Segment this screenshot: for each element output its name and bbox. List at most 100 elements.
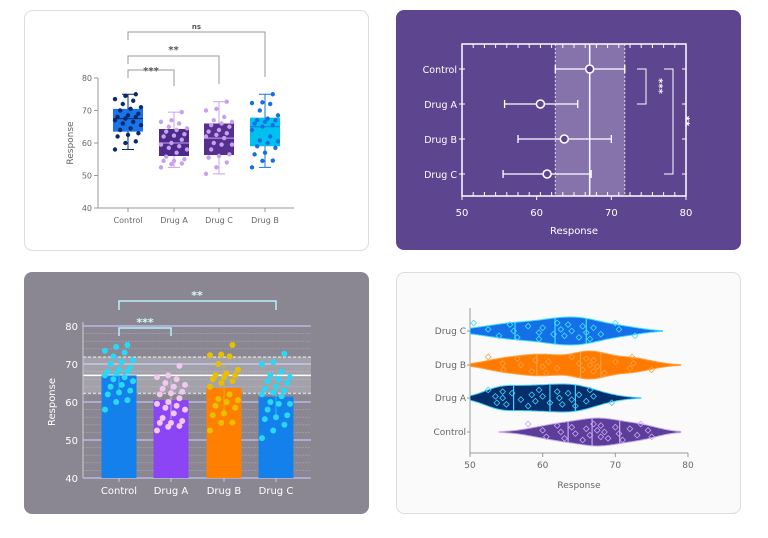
data-point xyxy=(229,419,236,426)
data-point xyxy=(110,376,117,383)
data-point xyxy=(224,160,229,165)
significance-label: ns xyxy=(192,23,201,31)
data-point xyxy=(590,324,597,332)
data-point xyxy=(517,396,525,403)
x-tick-label: 60 xyxy=(530,208,543,219)
data-point xyxy=(229,119,235,125)
data-point xyxy=(626,425,634,433)
data-point xyxy=(123,93,128,99)
data-point xyxy=(169,140,174,146)
data-point xyxy=(224,131,229,136)
y-tick-label: Drug A xyxy=(424,100,457,111)
data-point xyxy=(224,99,229,104)
data-point xyxy=(116,366,122,373)
data-point xyxy=(229,142,235,147)
y-tick-label: Control xyxy=(423,65,457,76)
data-point xyxy=(227,124,232,129)
mean-marker xyxy=(584,64,595,74)
data-point xyxy=(156,391,163,398)
data-point xyxy=(184,147,190,152)
data-point xyxy=(590,368,597,375)
x-tick-label: Drug B xyxy=(207,486,242,497)
data-point xyxy=(165,399,172,405)
data-point xyxy=(630,360,637,367)
data-point xyxy=(128,106,133,112)
x-tick-label: Drug C xyxy=(205,216,233,225)
data-point xyxy=(212,372,219,379)
y-tick-label: Drug C xyxy=(435,327,466,337)
x-tick-label: 70 xyxy=(610,461,622,471)
data-point xyxy=(564,389,572,397)
data-point xyxy=(259,361,265,367)
data-point xyxy=(136,131,141,136)
data-point xyxy=(261,416,268,423)
data-point xyxy=(561,435,568,442)
data-point xyxy=(249,165,255,170)
data-point xyxy=(262,119,268,125)
data-point xyxy=(169,118,174,123)
data-point xyxy=(125,132,131,138)
data-point xyxy=(582,329,590,336)
data-point xyxy=(179,388,186,395)
data-point xyxy=(173,402,180,409)
data-point xyxy=(260,124,265,129)
y-tick-label: 40 xyxy=(82,204,92,213)
data-point xyxy=(524,322,532,330)
data-point xyxy=(484,326,492,333)
data-point xyxy=(255,144,260,149)
data-point xyxy=(124,397,131,404)
data-point xyxy=(611,319,619,327)
x-tick-label: Drug C xyxy=(259,486,294,497)
data-point xyxy=(586,361,594,369)
data-point xyxy=(539,427,547,434)
data-point xyxy=(564,321,572,328)
data-point xyxy=(226,353,233,360)
violin xyxy=(469,350,682,380)
data-point xyxy=(582,355,590,362)
data-point xyxy=(123,140,128,146)
data-point xyxy=(270,359,277,366)
data-point xyxy=(173,376,180,383)
data-point xyxy=(218,351,225,358)
data-point xyxy=(558,401,566,408)
data-point xyxy=(597,422,605,429)
data-point xyxy=(637,420,645,428)
data-point xyxy=(532,356,539,364)
data-point xyxy=(648,433,656,441)
data-point xyxy=(112,147,118,152)
data-point xyxy=(170,383,177,390)
data-point xyxy=(221,410,227,417)
data-point xyxy=(156,419,163,426)
data-point xyxy=(249,127,255,133)
data-point xyxy=(265,140,270,146)
data-point xyxy=(532,397,539,405)
x-axis-label: Response xyxy=(550,226,598,237)
data-point xyxy=(179,161,184,166)
data-point xyxy=(586,335,594,343)
data-point xyxy=(214,165,219,170)
data-point xyxy=(182,406,188,413)
data-point xyxy=(218,380,225,386)
data-point xyxy=(227,152,232,157)
y-tick-label: Drug A xyxy=(435,394,467,404)
data-point xyxy=(582,397,590,405)
data-point xyxy=(182,157,187,162)
data-point xyxy=(260,100,265,105)
data-point xyxy=(162,404,169,411)
data-point xyxy=(508,389,516,397)
data-point xyxy=(495,332,503,340)
mean-marker xyxy=(542,169,552,179)
data-point xyxy=(270,389,277,396)
data-point xyxy=(261,385,268,392)
data-point xyxy=(174,150,179,155)
data-point xyxy=(168,390,174,397)
y-axis-label: Response xyxy=(66,121,76,165)
data-point xyxy=(203,134,209,139)
x-tick-label: Drug B xyxy=(251,216,279,225)
data-point xyxy=(557,326,565,333)
x-tick-label: 60 xyxy=(537,461,549,471)
data-point xyxy=(118,381,125,388)
data-point xyxy=(232,404,239,411)
data-point xyxy=(223,370,230,377)
data-point xyxy=(517,361,525,369)
